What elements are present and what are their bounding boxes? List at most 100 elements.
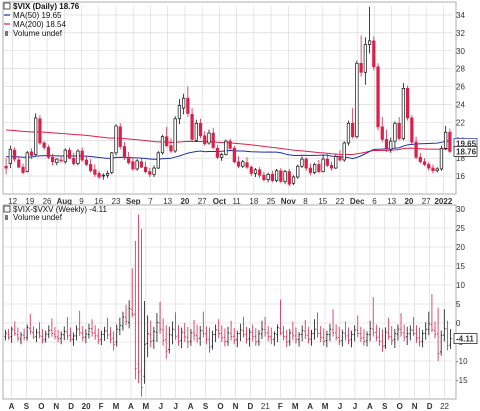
candle-body — [397, 122, 401, 139]
candle-body — [12, 149, 17, 160]
candle-body — [190, 113, 194, 140]
value-badge-label: 18.76 — [456, 147, 477, 156]
candle-body — [313, 164, 317, 173]
candle-body — [165, 136, 169, 147]
candle-body — [321, 158, 325, 172]
x-tick-label: O — [397, 402, 403, 411]
value-badge-label: 19.65 — [456, 139, 477, 148]
candle-body — [29, 151, 34, 156]
candle-body — [177, 105, 182, 120]
candle-body — [270, 173, 274, 181]
legend-volume: Volume undef — [13, 29, 63, 38]
y-tick-label: 10 — [456, 281, 465, 290]
x-tick-label: 20 — [404, 197, 413, 206]
candle-body — [220, 154, 224, 158]
candle-body — [338, 156, 342, 161]
candle-body — [422, 161, 427, 165]
x-tick-label: 11 — [232, 197, 241, 206]
x-tick-label: 23 — [112, 197, 121, 206]
legend-main: $VIX (Daily) 18.76 — [13, 2, 80, 11]
x-tick-label: 13 — [387, 197, 396, 206]
candle-body — [143, 166, 148, 172]
ma50-line — [6, 140, 450, 160]
candle-body — [380, 126, 384, 140]
candle-body — [444, 131, 448, 149]
y-tick-label: 30 — [456, 205, 465, 214]
x-tick-label: O — [217, 402, 223, 411]
candle-body — [435, 168, 439, 172]
x-tick-label: Sep — [126, 197, 141, 206]
volume-legend-icon — [5, 31, 8, 36]
candle-body — [431, 167, 435, 172]
y-tick-label: 34 — [456, 11, 465, 20]
x-tick-label: S — [24, 402, 30, 411]
candle-body — [418, 156, 422, 163]
candle-body — [215, 147, 220, 158]
candle-body — [80, 150, 84, 161]
y-tick-label: 18 — [456, 154, 465, 163]
candle-body — [8, 148, 12, 164]
candle-body — [63, 149, 67, 163]
x-tick-label: A — [367, 402, 373, 411]
y-tick-label: 20 — [456, 243, 465, 252]
candle-body — [372, 40, 376, 68]
x-tick-label: N — [233, 402, 239, 411]
candle-body — [291, 176, 296, 184]
candle-body — [105, 173, 110, 176]
candle-body — [38, 118, 42, 144]
bottom-legend: $VIX-$VXV (Weekly) -4.11 Volume undef — [3, 205, 108, 222]
candle-body — [363, 44, 367, 73]
candle-body — [308, 167, 313, 173]
candle-body — [367, 40, 372, 45]
candle-body — [384, 139, 389, 150]
x-tick-label: 15 — [318, 197, 327, 206]
candle-body — [72, 157, 76, 164]
top-x-axis: 12 19 26 Aug 9 16 23 Sep 7 13 20 27 Oct 11 18 25 Nov 8 15 2… — [8, 197, 453, 206]
candle-body — [401, 88, 406, 139]
x-tick-label: M — [292, 402, 299, 411]
candle-body — [414, 141, 418, 158]
candle-body — [427, 164, 431, 169]
x-tick-label: D — [248, 402, 254, 411]
candle-body — [329, 165, 334, 169]
x-tick-label: 12 — [8, 197, 17, 206]
x-tick-label: A — [188, 402, 194, 411]
legend-volume-2: Volume undef — [13, 213, 63, 222]
candle-body — [236, 161, 241, 167]
top-candles — [4, 6, 452, 186]
candle-body — [110, 152, 114, 173]
y-tick-label: 22 — [456, 118, 465, 127]
bottom-y-axis: -15-10-5051015202530 — [456, 205, 468, 385]
legend-main-2: $VIX-$VXV (Weekly) -4.11 — [13, 205, 108, 214]
candle-body — [211, 132, 215, 148]
x-tick-label: M — [322, 402, 329, 411]
candle-body — [300, 158, 304, 167]
x-tick-label: 16 — [94, 197, 103, 206]
x-tick-label: 27 — [198, 197, 207, 206]
candle-body — [262, 174, 266, 181]
candle-body — [232, 147, 236, 163]
candle-body — [89, 164, 93, 172]
candle-legend-icon — [3, 2, 11, 10]
candle-body — [42, 142, 46, 148]
x-tick-label: A — [128, 402, 134, 411]
candle-body — [410, 117, 414, 143]
x-tick-label: D — [427, 402, 433, 411]
candle-body — [245, 162, 249, 168]
x-tick-label: J — [174, 402, 178, 411]
x-tick-label: 7 — [148, 197, 153, 206]
candle-body — [253, 169, 258, 174]
candle-body — [50, 156, 55, 163]
candle-body — [114, 125, 118, 154]
bottom-candles — [4, 214, 452, 397]
bottom-right-labels: -4.11 — [453, 333, 478, 344]
candle-body — [359, 62, 363, 73]
candle-body — [127, 156, 131, 164]
x-tick-label: A — [9, 402, 15, 411]
x-tick-label: N — [412, 402, 418, 411]
candle-body — [139, 161, 143, 168]
candle-body — [173, 118, 177, 152]
candle-body — [304, 158, 308, 169]
